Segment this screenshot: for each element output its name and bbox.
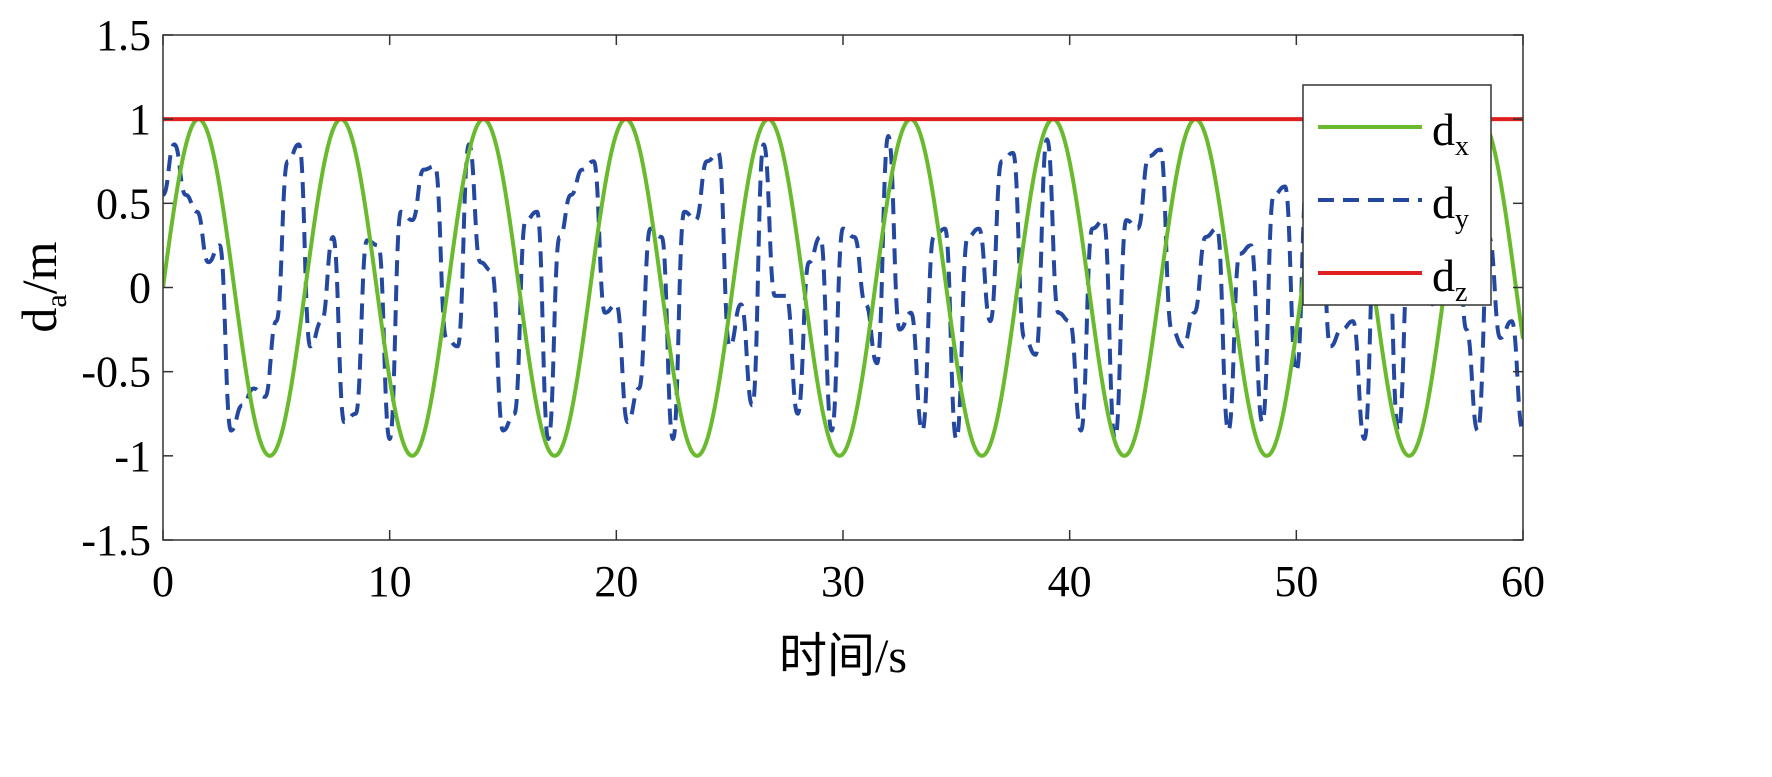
y-tick-label: 0 (129, 264, 151, 313)
x-tick-label: 10 (368, 557, 412, 606)
plot-area (162, 34, 1524, 541)
x-tick-label: 60 (1501, 557, 1545, 606)
x-tick-label: 0 (152, 557, 174, 606)
x-tick-label: 40 (1048, 557, 1092, 606)
x-axis-title: 时间/s (779, 630, 907, 683)
x-tick-label: 30 (821, 557, 865, 606)
y-tick-label: 1 (129, 95, 151, 144)
y-axis-title-main: d (11, 308, 67, 333)
y-axis-title-unit: /m (11, 241, 67, 294)
legend-label-dy: dy (1432, 177, 1469, 235)
y-tick-label: 0.5 (96, 179, 151, 228)
legend-box (1302, 84, 1492, 306)
legend: dx dy dz (1302, 84, 1492, 308)
tick-labels-layer: 0 10 20 30 40 50 60 -1.5 -1 -0.5 0 0.5 1 1.5 (81, 11, 1545, 606)
y-axis-title: da/m (11, 241, 73, 332)
series-line-dx (163, 117, 1523, 458)
ticks-layer (162, 34, 1524, 541)
legend-label-dx: dx (1432, 104, 1469, 162)
y-tick-label: -0.5 (81, 348, 151, 397)
svg-text:da/m: da/m (11, 241, 73, 332)
legend-label-dz: dz (1432, 250, 1467, 308)
x-tick-label: 50 (1274, 557, 1318, 606)
y-tick-label: -1 (114, 432, 151, 481)
y-tick-label: 1.5 (96, 11, 151, 60)
x-tick-label: 20 (594, 557, 638, 606)
series-line-dy (163, 134, 1523, 441)
y-axis-title-sub: a (40, 294, 73, 307)
y-tick-label: -1.5 (81, 516, 151, 565)
series-layer (163, 117, 1523, 458)
